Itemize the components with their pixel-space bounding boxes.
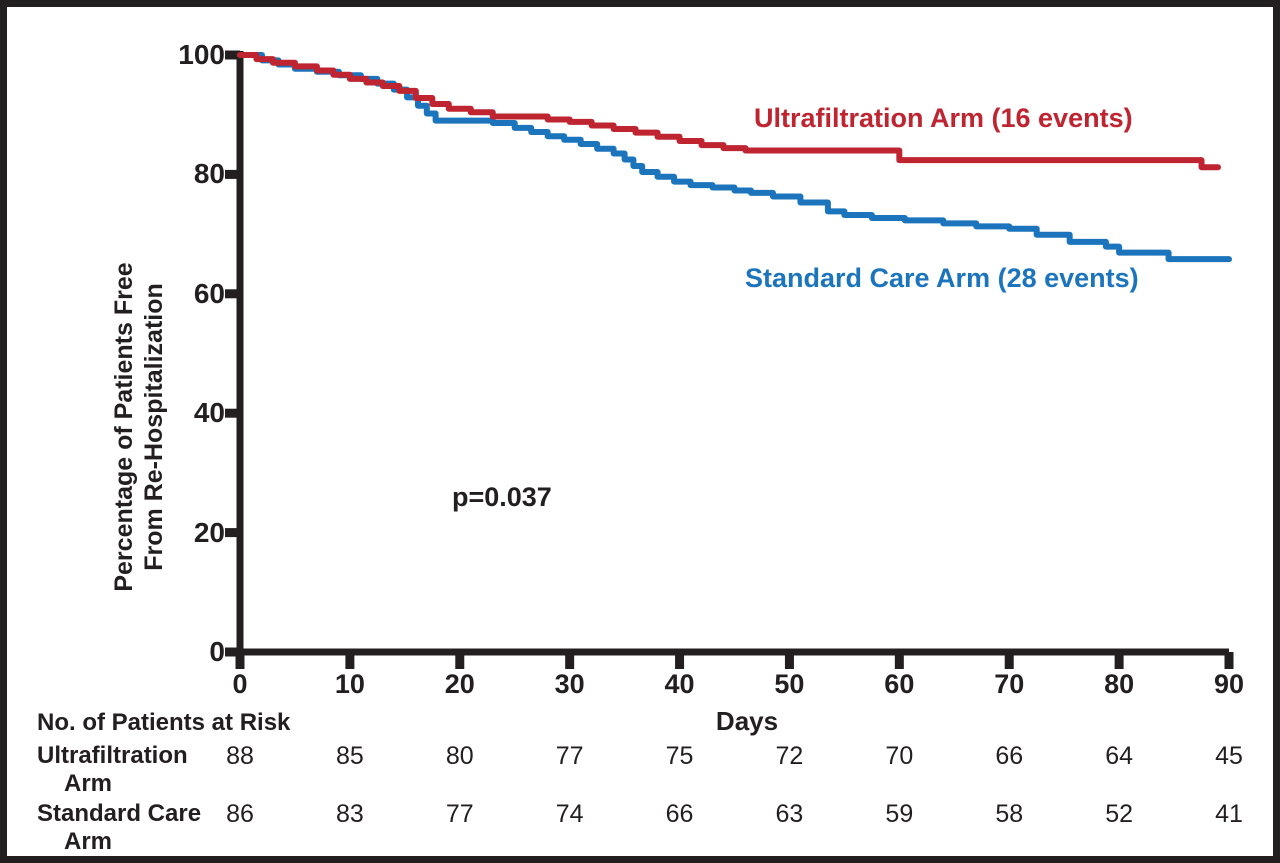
x-tick-label-30: 30 [554, 669, 585, 699]
y-tick-label-0: 0 [209, 636, 225, 667]
risk-count-ultrafiltration-day20: 80 [445, 742, 474, 770]
risk-count-standard-care-day70: 58 [995, 800, 1024, 828]
risk-row-label-ultrafiltration: Ultrafiltration [37, 742, 188, 769]
x-tick-label-90: 90 [1213, 669, 1245, 699]
risk-count-ultrafiltration-day40: 75 [665, 742, 694, 770]
x-tick-label-10: 10 [334, 669, 365, 699]
x-tick-label-0: 0 [232, 669, 248, 699]
risk-count-ultrafiltration-day0: 88 [226, 742, 254, 770]
p-value-annotation: p=0.037 [452, 482, 552, 512]
y-tick-label-40: 40 [193, 397, 225, 429]
risk-count-standard-care-day90: 41 [1215, 800, 1243, 828]
survival-plot-canvas [225, 50, 1234, 669]
y-axis-title-line1: Percentage of Patients Free [110, 262, 138, 592]
legend-ultrafiltration-arm: Ultrafiltration Arm (16 events) [754, 103, 1133, 133]
risk-count-ultrafiltration-day10: 85 [335, 742, 364, 770]
risk-count-standard-care-day20: 77 [445, 800, 474, 828]
risk-count-standard-care-day80: 52 [1105, 800, 1134, 828]
y-tick-label-60: 60 [193, 277, 225, 309]
risk-row-label-ultrafiltration-line2: Arm [64, 770, 113, 797]
risk-row-label-standard-care: Standard Care [37, 800, 202, 827]
risk-table-title: No. of Patients at Risk [37, 709, 291, 736]
risk-count-standard-care-day10: 83 [335, 800, 364, 828]
y-tick-label-80: 80 [193, 158, 225, 190]
risk-count-ultrafiltration-day80: 64 [1105, 742, 1134, 770]
risk-row-label-standard-care-line2: Arm [64, 828, 113, 855]
risk-count-standard-care-day30: 74 [555, 800, 584, 828]
x-tick-label-40: 40 [664, 669, 695, 699]
risk-count-ultrafiltration-day50: 72 [775, 742, 804, 770]
series-curve-ultrafiltration-arm [237, 52, 1222, 171]
x-tick-label-80: 80 [1104, 669, 1135, 699]
x-tick-label-20: 20 [444, 669, 475, 699]
risk-count-ultrafiltration-day90: 45 [1215, 742, 1243, 770]
risk-count-standard-care-day60: 59 [885, 800, 914, 828]
risk-count-standard-care-day50: 63 [775, 800, 804, 828]
x-tick-label-60: 60 [884, 669, 915, 699]
risk-count-standard-care-day0: 86 [226, 800, 254, 828]
y-tick-label-20: 20 [193, 516, 225, 548]
x-tick-label-70: 70 [994, 669, 1025, 699]
x-axis-title: Days [715, 706, 779, 736]
y-tick-label-100: 100 [178, 39, 225, 70]
risk-count-ultrafiltration-day70: 66 [995, 742, 1024, 770]
legend-standard-care-arm: Standard Care Arm (28 events) [745, 263, 1139, 293]
risk-count-standard-care-day40: 66 [665, 800, 694, 828]
risk-count-ultrafiltration-day60: 70 [885, 742, 914, 770]
x-tick-label-50: 50 [774, 669, 805, 699]
risk-count-ultrafiltration-day30: 77 [555, 742, 584, 770]
